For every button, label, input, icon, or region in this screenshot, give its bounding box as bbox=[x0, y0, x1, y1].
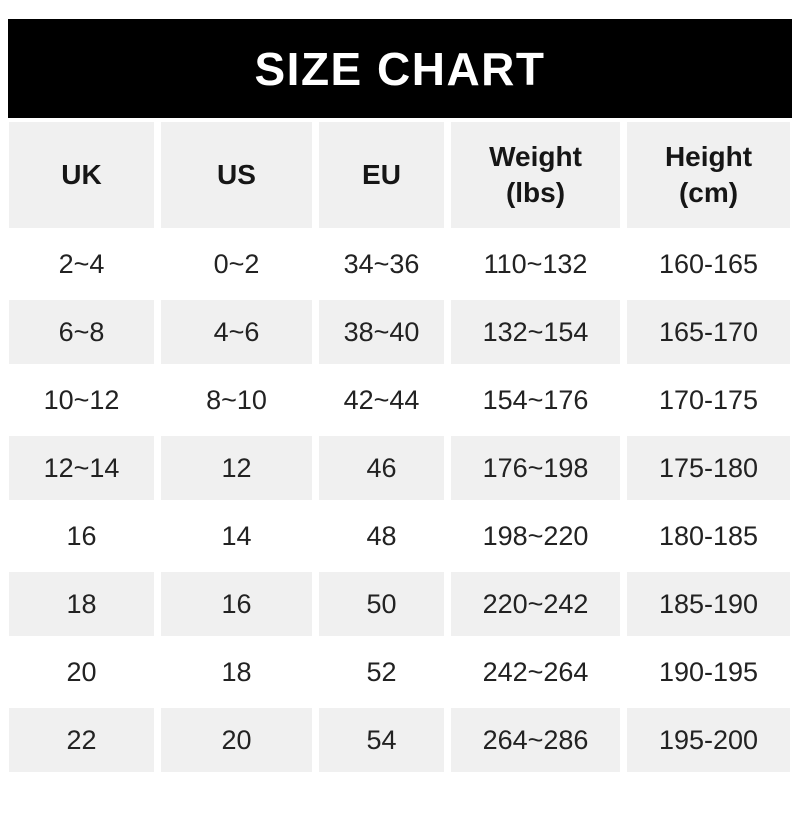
table-cell: 8~10 bbox=[161, 368, 312, 432]
table-row: 16 14 48 198~220 180-185 bbox=[9, 504, 790, 568]
table-cell: 12~14 bbox=[9, 436, 154, 500]
table-cell: 54 bbox=[319, 708, 444, 772]
table-cell: 46 bbox=[319, 436, 444, 500]
table-cell: 198~220 bbox=[451, 504, 620, 568]
column-header-uk: UK bbox=[9, 122, 154, 228]
size-chart-banner: SIZE CHART bbox=[8, 19, 792, 118]
column-header-us: US bbox=[161, 122, 312, 228]
table-cell: 220~242 bbox=[451, 572, 620, 636]
table-cell: 22 bbox=[9, 708, 154, 772]
table-cell: 42~44 bbox=[319, 368, 444, 432]
table-header-row: UK US EU Weight (lbs) Height (cm) bbox=[9, 122, 790, 228]
table-row: 2~4 0~2 34~36 110~132 160-165 bbox=[9, 232, 790, 296]
column-header-height: Height (cm) bbox=[627, 122, 790, 228]
table-cell: 16 bbox=[161, 572, 312, 636]
table-cell: 18 bbox=[161, 640, 312, 704]
table-cell: 6~8 bbox=[9, 300, 154, 364]
table-cell: 12 bbox=[161, 436, 312, 500]
table-cell: 242~264 bbox=[451, 640, 620, 704]
table-cell: 2~4 bbox=[9, 232, 154, 296]
table-row: 22 20 54 264~286 195-200 bbox=[9, 708, 790, 772]
table-cell: 14 bbox=[161, 504, 312, 568]
column-header-weight: Weight (lbs) bbox=[451, 122, 620, 228]
table-cell: 180-185 bbox=[627, 504, 790, 568]
table-cell: 185-190 bbox=[627, 572, 790, 636]
table-cell: 50 bbox=[319, 572, 444, 636]
table-cell: 132~154 bbox=[451, 300, 620, 364]
table-row: 18 16 50 220~242 185-190 bbox=[9, 572, 790, 636]
page-title: SIZE CHART bbox=[254, 42, 546, 95]
size-table-body: 2~4 0~2 34~36 110~132 160-165 6~8 4~6 38~40 132~… bbox=[9, 232, 790, 772]
table-cell: 38~40 bbox=[319, 300, 444, 364]
table-cell: 165-170 bbox=[627, 300, 790, 364]
table-cell: 16 bbox=[9, 504, 154, 568]
table-cell: 0~2 bbox=[161, 232, 312, 296]
table-cell: 20 bbox=[161, 708, 312, 772]
table-row: 12~14 12 46 176~198 175-180 bbox=[9, 436, 790, 500]
table-cell: 20 bbox=[9, 640, 154, 704]
table-cell: 264~286 bbox=[451, 708, 620, 772]
table-cell: 48 bbox=[319, 504, 444, 568]
size-chart-table: UK US EU Weight (lbs) Height (cm) 2~4 0~2 34~3… bbox=[2, 118, 797, 776]
table-cell: 170-175 bbox=[627, 368, 790, 432]
table-cell: 110~132 bbox=[451, 232, 620, 296]
table-cell: 4~6 bbox=[161, 300, 312, 364]
table-cell: 154~176 bbox=[451, 368, 620, 432]
table-cell: 176~198 bbox=[451, 436, 620, 500]
column-header-eu: EU bbox=[319, 122, 444, 228]
table-row: 6~8 4~6 38~40 132~154 165-170 bbox=[9, 300, 790, 364]
table-cell: 18 bbox=[9, 572, 154, 636]
table-cell: 175-180 bbox=[627, 436, 790, 500]
table-cell: 160-165 bbox=[627, 232, 790, 296]
table-row: 20 18 52 242~264 190-195 bbox=[9, 640, 790, 704]
table-cell: 52 bbox=[319, 640, 444, 704]
table-cell: 190-195 bbox=[627, 640, 790, 704]
table-row: 10~12 8~10 42~44 154~176 170-175 bbox=[9, 368, 790, 432]
table-cell: 10~12 bbox=[9, 368, 154, 432]
table-cell: 195-200 bbox=[627, 708, 790, 772]
table-cell: 34~36 bbox=[319, 232, 444, 296]
